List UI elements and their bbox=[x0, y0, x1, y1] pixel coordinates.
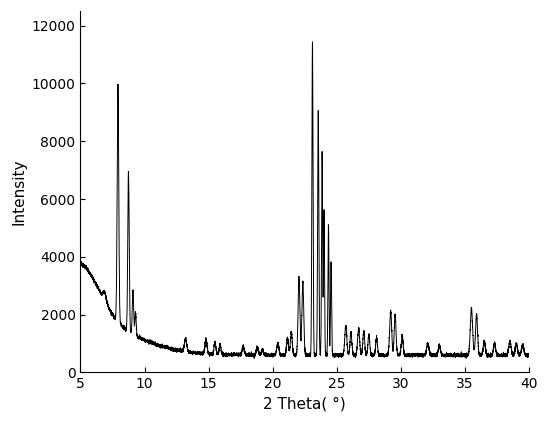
X-axis label: 2 Theta( °): 2 Theta( °) bbox=[264, 397, 346, 412]
Y-axis label: Intensity: Intensity bbox=[11, 159, 26, 225]
